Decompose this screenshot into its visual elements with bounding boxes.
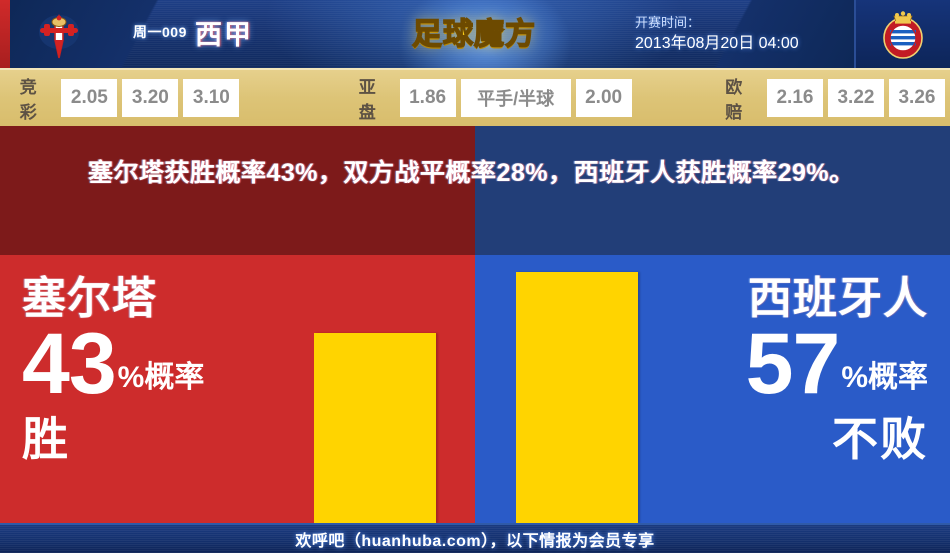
probability-chart: 塞尔塔 43 %概率 胜 西班牙人 57 %概率 不败	[0, 255, 950, 523]
footer-bar: 欢呼吧（huanhuba.com），以下情报为会员专享	[0, 523, 950, 553]
home-probability-unit: %概率	[117, 361, 205, 394]
odds-group-yapan: 亚盘 1.86 平手/半球 2.00	[359, 73, 637, 123]
header-bar: 周一009 西甲 足球魔方 开赛时间： 2013年08月20日 04:00	[0, 0, 950, 68]
home-outcome-label: 胜	[22, 413, 70, 465]
match-number-label: 周一009	[133, 24, 187, 40]
home-team-block: 塞尔塔 43 %概率 胜	[22, 273, 302, 467]
away-team-name: 西班牙人	[748, 274, 928, 323]
away-probability-bar	[516, 272, 638, 523]
odds-cell-oupei-home[interactable]: 2.16	[766, 79, 823, 117]
celta-vigo-crest-icon	[39, 13, 79, 59]
odds-cell-yapan-home[interactable]: 1.86	[399, 79, 456, 117]
header-red-accent-strip	[0, 0, 10, 68]
league-name-label: 西甲	[195, 20, 253, 50]
header-diagonal-right	[625, 0, 855, 68]
odds-group-jingcai: 竞彩 2.05 3.20 3.10	[20, 73, 245, 123]
home-probability-value: 43	[22, 316, 117, 412]
kickoff-time-block: 开赛时间： 2013年08月20日 04:00	[635, 12, 835, 55]
odds-cell-yapan-handicap[interactable]: 平手/半球	[460, 79, 571, 117]
odds-cell-oupei-draw[interactable]: 3.22	[827, 79, 884, 117]
odds-group-label-jingcai: 竞彩	[19, 78, 38, 122]
away-probability-row: 57 %概率	[628, 316, 928, 412]
kickoff-time-value: 2013年08月20日 04:00	[635, 35, 799, 52]
odds-cell-jingcai-draw[interactable]: 3.20	[122, 79, 179, 117]
footer-promo-text: 欢呼吧（huanhuba.com），以下情报为会员专享	[295, 533, 655, 550]
home-team-name: 塞尔塔	[22, 274, 157, 323]
odds-group-oupei: 欧赔 2.16 3.22 3.26	[725, 73, 950, 123]
away-probability-value: 57	[745, 316, 841, 412]
banner-right-half	[475, 126, 950, 255]
home-probability-bar	[314, 333, 436, 523]
banner-left-half	[0, 126, 475, 255]
away-outcome-label: 不败	[832, 413, 928, 465]
odds-group-label-yapan: 亚盘	[358, 78, 377, 122]
odds-cell-jingcai-away[interactable]: 3.10	[183, 79, 240, 117]
away-probability-unit: %概率	[841, 361, 928, 394]
odds-group-label-oupei: 欧赔	[725, 78, 744, 122]
away-team-block: 西班牙人 57 %概率 不败	[628, 273, 928, 467]
home-probability-row: 43 %概率	[22, 316, 302, 412]
brand-logo-text: 足球魔方	[411, 17, 536, 52]
odds-cell-yapan-away[interactable]: 2.00	[575, 79, 632, 117]
odds-cell-jingcai-home[interactable]: 2.05	[61, 79, 118, 117]
kickoff-time-label: 开赛时间：	[635, 15, 701, 30]
probability-summary-banner: 塞尔塔获胜概率43%，双方战平概率28%，西班牙人获胜概率29%。	[0, 126, 950, 255]
odds-cell-oupei-away[interactable]: 3.26	[888, 79, 945, 117]
odds-bar: 竞彩 2.05 3.20 3.10 亚盘 1.86 平手/半球 2.00 欧赔 …	[0, 68, 950, 126]
espanyol-crest-icon	[883, 11, 923, 59]
probability-summary-text: 塞尔塔获胜概率43%，双方战平概率28%，西班牙人获胜概率29%。	[88, 159, 855, 187]
